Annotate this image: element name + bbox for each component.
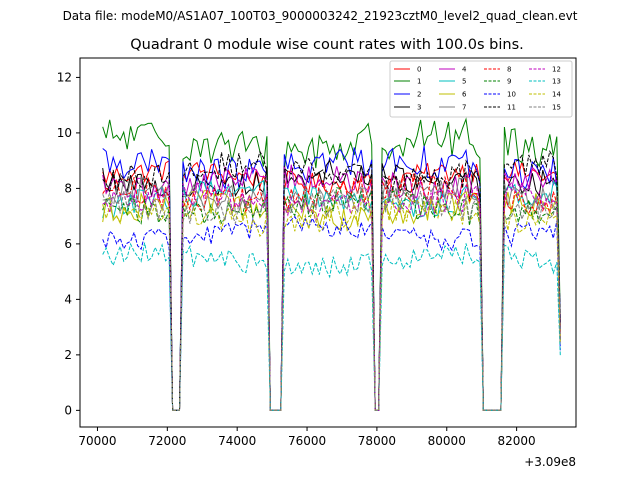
legend-label-2: 2	[417, 91, 421, 99]
x-axis: 70000 72000 74000 76000 78000 80000 82000	[78, 427, 536, 448]
x-tick-label: 72000	[148, 434, 186, 448]
y-tick-label: 4	[64, 292, 72, 306]
x-tick-label: 74000	[218, 434, 256, 448]
legend-label-15: 15	[552, 104, 561, 112]
legend-label-13: 13	[552, 78, 561, 86]
legend-label-11: 11	[507, 104, 516, 112]
y-tick-label: 0	[64, 403, 72, 417]
x-tick-label: 80000	[428, 434, 466, 448]
chart-suptitle: Data file: modeM0/AS1A07_100T03_90000032…	[63, 9, 578, 23]
legend-label-14: 14	[552, 91, 561, 99]
legend-label-5: 5	[462, 78, 466, 86]
y-axis: 0 2 4 6 8 10 12	[57, 70, 80, 417]
x-tick-label: 78000	[358, 434, 396, 448]
series-line-15	[102, 185, 561, 411]
legend-label-3: 3	[417, 104, 421, 112]
legend-label-1: 1	[417, 78, 421, 86]
plot-frame	[79, 57, 577, 428]
legend-label-9: 9	[507, 78, 511, 86]
legend-label-10: 10	[507, 91, 516, 99]
x-offset-label: +3.09e8	[524, 455, 576, 469]
x-tick-label: 76000	[288, 434, 326, 448]
chart-title: Quadrant 0 module wise count rates with …	[130, 37, 524, 53]
y-tick-label: 10	[57, 126, 72, 140]
y-tick-label: 6	[64, 237, 72, 251]
legend-label-6: 6	[462, 91, 467, 99]
legend-label-0: 0	[417, 66, 421, 74]
series-group	[102, 117, 561, 411]
legend-box	[389, 60, 573, 118]
legend-label-8: 8	[507, 66, 511, 74]
y-tick-label: 8	[64, 181, 72, 195]
legend-label-12: 12	[552, 66, 561, 74]
plot-area	[80, 58, 576, 427]
y-tick-label: 12	[57, 70, 72, 84]
legend-label-7: 7	[462, 104, 466, 112]
x-tick-label: 82000	[498, 434, 536, 448]
x-tick-label: 70000	[78, 434, 116, 448]
legend-label-4: 4	[462, 66, 467, 74]
y-tick-label: 2	[64, 348, 72, 362]
